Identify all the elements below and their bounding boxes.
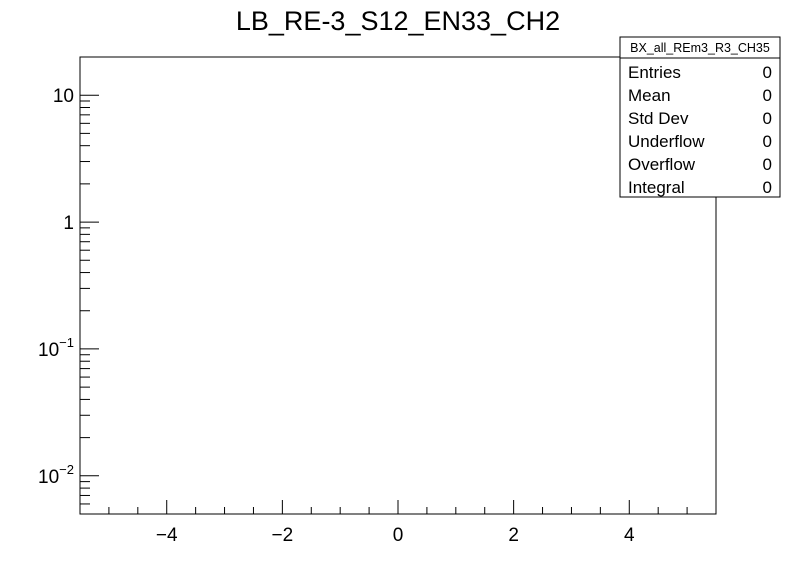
stats-row-label: Underflow: [628, 132, 705, 151]
stats-box: BX_all_REm3_R3_CH35 Entries 0 Mean 0 Std Dev 0…: [619, 36, 781, 198]
chart-title: LB_RE-3_S12_EN33_CH2: [236, 6, 560, 36]
y-tick-label: 10−1: [38, 335, 74, 361]
y-axis: 10 1 10−1 10−2: [38, 56, 99, 515]
stats-row-value: 0: [763, 86, 772, 105]
stats-row-value: 0: [763, 155, 772, 174]
stats-box-frame: [619, 36, 781, 198]
y-tick-label: 10: [53, 86, 74, 107]
x-axis: −4 −2 0 2 4: [108, 500, 688, 546]
x-tick-label: 2: [508, 525, 519, 546]
stats-row-label: Entries: [628, 63, 681, 82]
x-tick-label: 4: [624, 525, 635, 546]
stats-row-value: 0: [763, 178, 772, 197]
x-tick-label: 0: [393, 525, 404, 546]
stats-row-label: Overflow: [628, 155, 696, 174]
y-tick-label: 10−2: [38, 462, 74, 488]
stats-row-label: Integral: [628, 178, 685, 197]
stats-row-value: 0: [763, 63, 772, 82]
x-tick-label: −2: [272, 525, 294, 546]
stats-row-value: 0: [763, 132, 772, 151]
stats-row-label: Std Dev: [628, 109, 689, 128]
stats-row-label: Mean: [628, 86, 671, 105]
x-tick-label: −4: [156, 525, 178, 546]
y-tick-label: 1: [63, 213, 74, 234]
stats-box-title: BX_all_REm3_R3_CH35: [630, 41, 770, 55]
stats-row-value: 0: [763, 109, 772, 128]
